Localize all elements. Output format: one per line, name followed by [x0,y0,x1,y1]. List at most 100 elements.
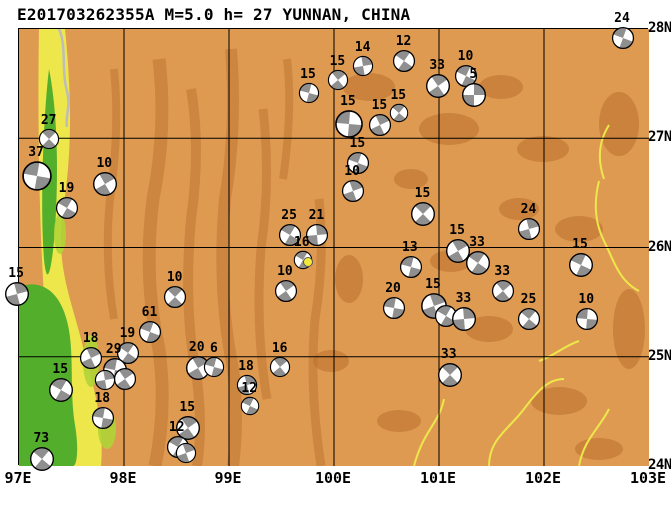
beachball-icon [240,396,260,416]
y-tick-label: 27N [648,129,671,146]
beachball-icon [518,307,541,330]
depth-label: 10 [344,163,360,179]
focal-mechanism [92,171,118,197]
beachball-icon [94,369,116,390]
focal-mechanism [451,306,477,332]
x-tick-label: 100E [314,469,352,487]
beachball-icon [328,70,349,91]
focal-mechanism [305,223,329,247]
depth-label: 61 [141,304,158,320]
depth-label: 73 [33,431,50,447]
beachball-icon [382,296,405,319]
focal-mechanism [21,160,53,192]
depth-label: 19 [119,326,136,342]
beachball-icon [298,83,319,104]
beachball-icon [49,377,73,402]
focal-mechanism [163,285,187,309]
depth-label: 12 [241,380,258,396]
event-title: E201703262355A M=5.0 h= 27 YUNNAN, CHINA [17,5,411,24]
focal-mechanism [185,355,211,381]
depth-label: 15 [449,222,465,238]
focal-mechanism [29,446,55,472]
x-tick-label: 97E [4,469,32,487]
depth-label: 10 [166,269,183,285]
depth-label: 10 [578,291,595,307]
depth-label: 15 [300,67,316,83]
beachball-icon [518,217,541,240]
beachball-icon [425,73,450,98]
beachball-icon [455,64,478,88]
beachball-icon [39,129,60,150]
x-tick-label: 102E [524,469,562,487]
beachball-icon [491,280,515,303]
focal-mechanism [91,406,115,430]
depth-label: 15 [8,266,24,282]
depth-label: 21 [308,208,325,224]
depth-label: 24 [614,10,630,26]
focal-mechanism [138,320,162,344]
focal-mechanism [327,69,349,91]
beachball-icon [452,306,477,331]
events-layer: 24 27 37 10 19 15 15 15 14 12 33 10 5 15 15 15 15 10 15 25 2… [4,12,649,472]
focal-mechanism [298,82,320,104]
beachball-icon [176,415,201,440]
focal-mechanism [575,307,599,331]
focal-mechanism [346,151,370,175]
focal-mechanism [437,362,463,388]
depth-label: 24 [520,201,537,217]
beachball-icon [56,197,79,220]
x-tick-label: 101E [419,469,457,487]
y-tick-label: 24N [648,457,671,473]
beachball-icon [22,161,52,192]
beachball-icon [117,342,140,365]
beachball-icon [341,179,364,202]
beachball-icon [113,367,137,390]
depth-label: 15 [52,361,69,377]
focal-mechanism [517,217,541,241]
beachball-icon [204,356,225,377]
depth-label: 20 [188,339,205,355]
depth-label: 37 [28,145,44,161]
depth-label: 29 [105,341,122,357]
beachball-icon [369,114,392,137]
focal-mechanism [175,442,197,464]
focal-mechanism [334,109,364,139]
focal-mechanism [568,252,594,278]
focal-mechanism [382,296,406,320]
depth-label: 33 [469,234,485,250]
focal-mechanism [269,356,291,378]
depth-label: 18 [94,390,111,406]
depth-label: 10 [277,264,293,280]
beachball-icon [334,110,363,138]
focal-mechanism [517,307,541,331]
x-tick-label: 98E [109,469,137,487]
focal-mechanism [38,128,60,150]
focal-mechanism [79,346,103,370]
beachball-icon [445,238,470,263]
beachball-icon [236,375,257,396]
depth-label: 15 [390,88,407,104]
fault-line [57,29,70,128]
depth-label: 25 [281,208,297,224]
depth-label: 27 [40,113,57,129]
beachball-icon [306,224,329,247]
depth-label: 33 [455,290,472,306]
beachball-icon [4,282,29,307]
beachball-icon [164,285,187,308]
beachball-icon [393,49,416,72]
focal-mechanism [278,223,302,247]
focal-mechanism [116,341,140,365]
focal-mechanism [94,369,116,391]
focal-mechanism [454,64,478,88]
beachball-icon [185,355,210,380]
y-tick-label: 28N [648,20,671,36]
beachball-icon [270,356,291,377]
beachball-icon [465,250,490,275]
depth-label: 15 [340,94,356,110]
beachball-icon [139,320,162,343]
depth-label: 25 [520,291,537,307]
depth-label: 15 [572,236,588,252]
y-tick-label: 25N [648,347,671,364]
beachball-icon [568,252,593,277]
depth-label: 19 [58,181,75,197]
